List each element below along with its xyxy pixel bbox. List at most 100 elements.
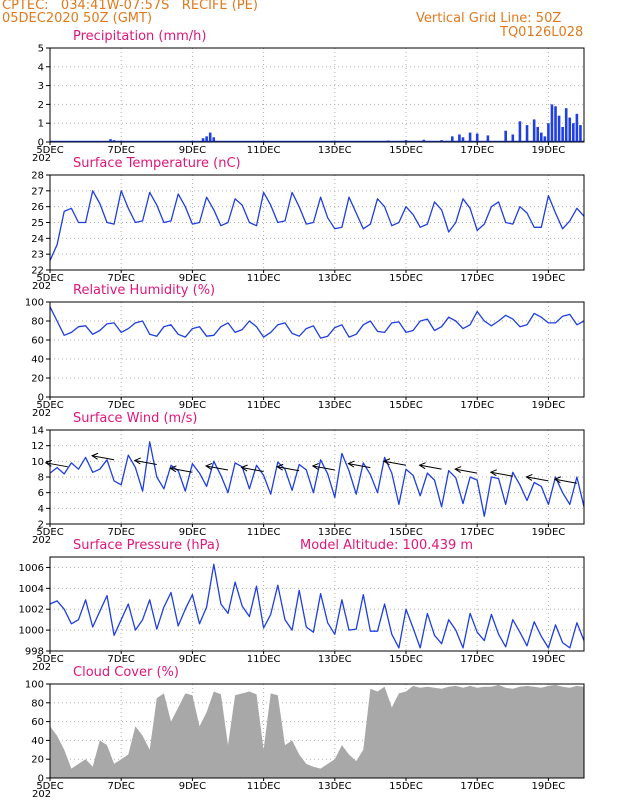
chart-0-ytick-label: 4 xyxy=(38,62,44,73)
chart-0-bar xyxy=(201,138,205,142)
chart-3-wind-arrow-head xyxy=(553,476,562,484)
chart-3-ytick-label: 6 xyxy=(38,488,44,499)
chart-3-ytick-label: 14 xyxy=(31,426,44,437)
chart-3-xtick-label: 9DEC xyxy=(179,527,206,538)
chart-0-bar xyxy=(536,126,540,142)
chart-3-wind-arrow-head xyxy=(169,465,177,473)
chart-0-ytick-label: 1 xyxy=(38,119,44,130)
chart-0-bar xyxy=(212,137,216,142)
chart-3-wind-arrow xyxy=(91,455,115,461)
chart-1-xtick-label: 5DEC xyxy=(36,273,63,284)
chart-0-bar xyxy=(205,136,208,142)
chart-3-ytick-label: 12 xyxy=(31,441,44,452)
chart-3-wind-arrow-head xyxy=(382,458,391,466)
chart-1-ytick-label: 22 xyxy=(31,266,44,277)
chart-1-xtick-label: 11DEC xyxy=(247,273,281,284)
chart-2-xtick-label: 19DEC xyxy=(532,400,566,411)
chart-4-annotation: Model Altitude: 100.439 m xyxy=(300,538,473,553)
chart-5-title: Cloud Cover (%) xyxy=(73,665,179,680)
header-station: CPTEC: 034:41W-07:57S RECIFE (PE) xyxy=(2,0,258,13)
chart-2-ytick-label: 80 xyxy=(31,317,44,328)
chart-0-bar xyxy=(458,134,461,142)
chart-1-xtick-label: 17DEC xyxy=(460,273,494,284)
chart-3-wind-arrow xyxy=(383,460,407,466)
chart-1-title: Surface Temperature (nC) xyxy=(73,156,241,171)
chart-4-ytick-label: 1000 xyxy=(19,626,44,637)
chart-2-xtick-label: 17DEC xyxy=(460,400,494,411)
chart-2-title: Relative Humidity (%) xyxy=(73,283,215,298)
chart-0-bar xyxy=(543,136,547,142)
chart-2-ytick-label: 100 xyxy=(25,298,44,309)
chart-0-ytick-label: 5 xyxy=(38,44,44,55)
chart-3-wind-arrow xyxy=(277,466,300,472)
chart-3-wind-arrow-head xyxy=(204,462,213,470)
chart-4-xtick-label: 15DEC xyxy=(389,654,423,665)
chart-0-bar xyxy=(564,108,568,142)
chart-0-bar xyxy=(575,113,579,142)
chart-0-bar xyxy=(547,123,550,142)
chart-1-xtick-label: 19DEC xyxy=(532,273,566,284)
chart-0-bar xyxy=(511,134,515,142)
chart-5-xtick-label: 9DEC xyxy=(179,781,206,792)
chart-2-series-line xyxy=(49,306,585,339)
chart-1-ytick-label: 25 xyxy=(31,218,44,229)
chart-0-bar xyxy=(568,117,572,142)
chart-0-bar xyxy=(450,136,454,142)
chart-3-series-line xyxy=(49,441,585,517)
chart-3-wind-arrow-head xyxy=(454,466,462,474)
chart-0-bar xyxy=(109,139,112,142)
chart-2-xtick-label: 7DEC xyxy=(108,400,135,411)
chart-4-year-label: 202 xyxy=(32,662,51,673)
chart-4-ytick-label: 1002 xyxy=(19,605,44,616)
chart-3-year-label: 202 xyxy=(32,535,51,546)
chart-0-ytick-label: 0 xyxy=(38,138,44,149)
chart-3-xtick-label: 17DEC xyxy=(460,527,494,538)
chart-4-series-line xyxy=(49,563,585,649)
chart-0-bar xyxy=(572,123,575,142)
chart-0-frame xyxy=(49,47,585,143)
chart-1-series-line xyxy=(49,190,585,261)
chart-5-frame xyxy=(49,683,585,779)
chart-1-ytick-label: 24 xyxy=(31,234,44,245)
chart-3-xtick-label: 7DEC xyxy=(108,527,135,538)
chart-2-ytick-label: 0 xyxy=(38,393,44,404)
chart-0-xtick-label: 9DEC xyxy=(179,145,206,156)
chart-0-bar xyxy=(554,106,557,142)
chart-0-ytick-label: 3 xyxy=(38,81,44,92)
chart-1-ytick-label: 27 xyxy=(31,186,44,197)
chart-3-wind-arrow xyxy=(455,468,478,474)
chart-5-ytick-label: 80 xyxy=(31,698,44,709)
chart-4-xtick-label: 19DEC xyxy=(532,654,566,665)
chart-2-xtick-label: 13DEC xyxy=(318,400,352,411)
chart-3-wind-arrow xyxy=(170,467,193,473)
chart-2-xtick-label: 15DEC xyxy=(389,400,423,411)
chart-3-wind-arrow xyxy=(45,462,68,468)
chart-2-xtick-label: 9DEC xyxy=(179,400,206,411)
chart-5-xtick-label: 13DEC xyxy=(318,781,352,792)
chart-3-wind-arrow-head xyxy=(276,463,284,471)
chart-3-wind-arrow xyxy=(205,465,229,471)
chart-5-area xyxy=(50,684,584,778)
chart-5-year-label: 202 xyxy=(32,789,51,800)
chart-5-xtick-label: 17DEC xyxy=(460,781,494,792)
chart-3-wind-arrow-head xyxy=(347,460,355,468)
chart-4-xtick-label: 17DEC xyxy=(460,654,494,665)
chart-5-ytick-label: 40 xyxy=(31,736,44,747)
chart-0-bar xyxy=(525,125,529,142)
chart-3-wind-arrow xyxy=(490,471,513,477)
chart-5-xtick-label: 5DEC xyxy=(36,781,63,792)
chart-0-bar xyxy=(518,121,522,142)
chart-0-xtick-label: 11DEC xyxy=(247,145,281,156)
chart-0-bar xyxy=(539,132,543,142)
chart-0-ytick-label: 2 xyxy=(38,100,44,111)
chart-3-title: Surface Wind (m/s) xyxy=(73,411,197,426)
chart-0-bar xyxy=(475,133,479,142)
chart-0-bar xyxy=(486,135,490,142)
chart-2-xtick-label: 5DEC xyxy=(36,400,63,411)
chart-0-bar xyxy=(532,119,536,142)
chart-5-xtick-label: 7DEC xyxy=(108,781,135,792)
chart-0-bar xyxy=(557,115,561,142)
chart-3-wind-arrow-head xyxy=(311,462,319,470)
chart-3-wind-arrow xyxy=(554,478,577,484)
